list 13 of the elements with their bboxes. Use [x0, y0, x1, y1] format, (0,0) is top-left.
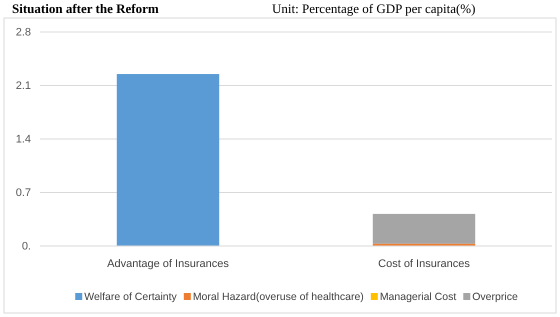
y-tick-label: 2.8	[16, 26, 31, 39]
legend-label: Managerial Cost	[380, 291, 456, 303]
legend-label: Welfare of Certainty	[84, 291, 178, 303]
chart-title: Situation after the Reform	[12, 1, 159, 16]
x-tick-label: Cost of Insurances	[378, 258, 470, 270]
y-tick-label: 0.	[22, 240, 31, 253]
legend-label: Overprice	[472, 291, 518, 303]
y-tick-label: 0.7	[16, 187, 31, 200]
chart-subtitle: Unit: Percentage of GDP per capita(%)	[272, 1, 476, 16]
y-tick-label: 2.1	[16, 80, 31, 92]
legend-label: Moral Hazard(overuse of healthcare)	[192, 291, 364, 303]
y-tick-label: 1.4	[16, 134, 31, 146]
x-tick-label: Advantage of Insurances	[107, 258, 230, 270]
